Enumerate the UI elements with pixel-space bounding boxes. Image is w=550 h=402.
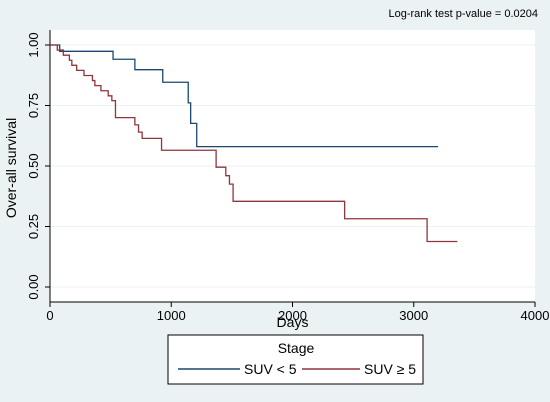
legend-label-suv-ge-5: SUV ≥ 5 <box>364 361 416 377</box>
y-tick-label-0: 0.00 <box>26 274 41 299</box>
y-axis-title: Over-all survival <box>3 118 19 218</box>
x-tick-label-4: 4000 <box>521 308 550 323</box>
y-tick-label-3: 0.75 <box>26 93 41 118</box>
grid-lines <box>50 44 535 288</box>
legend: Stage SUV < 5 SUV ≥ 5 <box>167 334 424 385</box>
x-tick-label-2: 2000 <box>278 308 307 323</box>
axes: 0.00 0.25 0.50 0.75 1.00 0 1000 2000 3000 4000 <box>26 30 549 323</box>
x-tick-label-0: 0 <box>46 308 53 323</box>
x-tick-label-1: 1000 <box>157 308 186 323</box>
x-tick-label-3: 3000 <box>399 308 428 323</box>
y-tick-label-1: 0.25 <box>26 214 41 239</box>
legend-box <box>167 334 424 385</box>
y-tick-label-2: 0.50 <box>26 153 41 178</box>
log-rank-annotation: Log-rank test p-value = 0.0204 <box>388 8 538 20</box>
series-line-suv-lt-5 <box>50 44 438 148</box>
legend-title: Stage <box>278 340 315 356</box>
y-tick-label-4: 1.00 <box>26 32 41 57</box>
series-layer <box>50 44 458 243</box>
legend-label-suv-lt-5: SUV < 5 <box>244 361 297 377</box>
series-line-suv-ge-5 <box>50 44 458 243</box>
x-axis-title: Days <box>277 314 309 330</box>
